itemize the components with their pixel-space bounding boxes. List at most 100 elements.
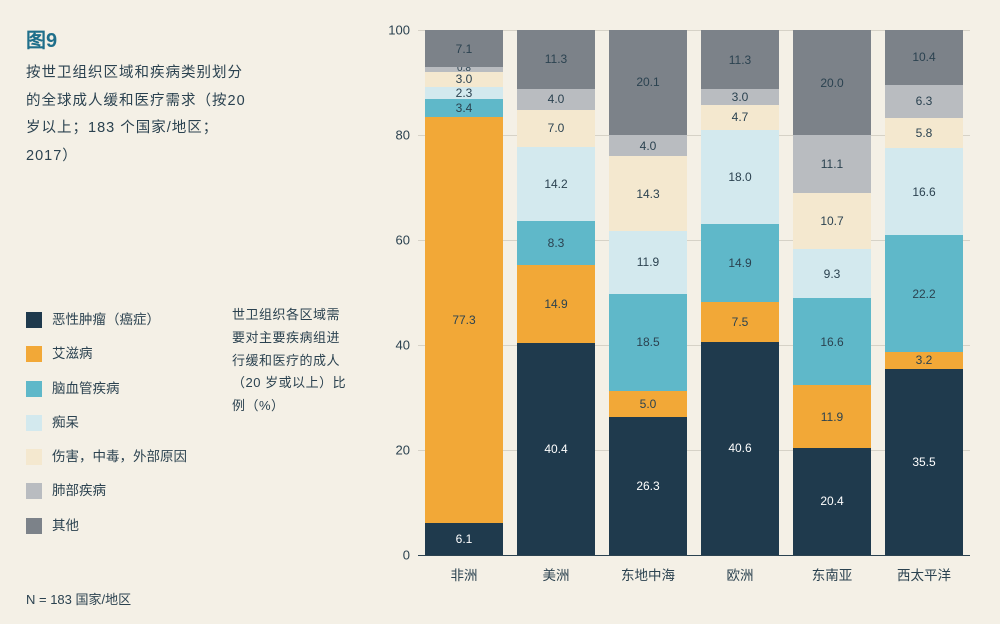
bar-segment: 8.3 [517,221,595,265]
bar-segment: 14.3 [609,156,687,231]
segment-value-label: 14.9 [728,256,751,270]
bar-segment: 7.5 [701,302,779,341]
y-axis-description: 世卫组织各区域需要对主要疾病组进行缓和医疗的成人（20 岁或以上）比例（%） [232,304,352,418]
segment-value-label: 3.2 [916,353,933,367]
legend-label: 伤害，中毒，外部原因 [52,447,187,467]
legend-label: 其他 [52,516,79,536]
bar-segment: 11.3 [701,30,779,89]
segment-value-label: 14.9 [544,297,567,311]
segment-value-label: 6.3 [916,94,933,108]
x-tick-label: 东地中海 [609,564,687,584]
x-axis-labels: 非洲美洲东地中海欧洲东南亚西太平洋 [418,564,970,584]
bar-segment: 40.4 [517,343,595,555]
segment-value-label: 11.3 [545,52,567,66]
segment-value-label: 7.0 [548,121,565,135]
legend-swatch [26,346,42,362]
bar-segment: 77.3 [425,117,503,523]
x-tick-label: 欧洲 [701,564,779,584]
bar-column: 40.67.514.918.04.73.011.3 [701,30,779,555]
bar-segment: 10.7 [793,193,871,249]
segment-value-label: 20.0 [820,76,843,90]
bar-segment: 20.4 [793,448,871,555]
legend-label: 肺部疾病 [52,481,106,501]
bar-segment: 0.8 [425,67,503,71]
bar-segment: 3.2 [885,352,963,369]
figure-label: 图9 [26,24,57,53]
y-tick-label: 80 [380,128,410,143]
segment-value-label: 22.2 [912,287,935,301]
bar-segment: 4.7 [701,105,779,130]
legend-swatch [26,518,42,534]
bar-segment: 20.0 [793,30,871,135]
bar-segment: 9.3 [793,249,871,298]
bar-segment: 2.3 [425,87,503,99]
y-tick-label: 60 [380,233,410,248]
segment-value-label: 11.9 [637,255,659,269]
bar-segment: 26.3 [609,417,687,555]
legend-item: 痴呆 [26,413,187,433]
legend-swatch [26,381,42,397]
figure-description: 按世卫组织区域和疾病类别划分的全球成人缓和医疗需求（按20岁以上；183 个国家… [26,60,246,170]
bar-segment: 6.3 [885,85,963,118]
bar-segment: 11.9 [793,385,871,447]
bar-segment: 7.0 [517,110,595,147]
bar-segment: 18.5 [609,294,687,391]
bar-segment: 22.2 [885,235,963,352]
segment-value-label: 40.4 [544,442,567,456]
x-tick-label: 西太平洋 [885,564,963,584]
segment-value-label: 9.3 [824,267,841,281]
bar-segment: 11.3 [517,30,595,89]
legend-swatch [26,415,42,431]
bar-segment: 14.9 [701,224,779,302]
y-tick-label: 40 [380,338,410,353]
bar-segment: 16.6 [793,298,871,385]
segment-value-label: 40.6 [728,441,751,455]
segment-value-label: 16.6 [912,185,935,199]
segment-value-label: 20.4 [820,494,843,508]
segment-value-label: 11.1 [821,157,843,171]
segment-value-label: 77.3 [452,313,475,327]
segment-value-label: 11.9 [821,410,843,424]
plot-area: 0204060801006.177.33.42.33.00.87.140.414… [418,30,970,555]
bar-segment: 5.8 [885,118,963,148]
segment-value-label: 8.3 [548,236,565,250]
legend-swatch [26,449,42,465]
legend-item: 肺部疾病 [26,481,187,501]
bar-segment: 35.5 [885,369,963,555]
stacked-bar-chart: 0204060801006.177.33.42.33.00.87.140.414… [380,30,970,555]
legend-item: 恶性肿瘤（癌症） [26,310,187,330]
x-axis-line [418,555,970,556]
segment-value-label: 5.0 [640,397,657,411]
bar-column: 20.4 11.9 16.6 9.3 10.7 11.1 20.0 [793,30,871,555]
y-tick-label: 0 [380,548,410,563]
bar-segment: 14.2 [517,147,595,222]
legend-label: 脑血管疾病 [52,379,120,399]
segment-value-label: 7.5 [732,315,749,329]
segment-value-label: 3.0 [732,90,749,104]
segment-value-label: 5.8 [916,126,933,140]
bar-segment: 6.1 [425,523,503,555]
segment-value-label: 4.7 [732,110,749,124]
legend-swatch [26,312,42,328]
legend-item: 脑血管疾病 [26,379,187,399]
bar-segment: 3.0 [701,89,779,105]
bar-column: 26.35.018.511.914.34.020.1 [609,30,687,555]
segment-value-label: 4.0 [548,92,565,106]
legend-swatch [26,483,42,499]
segment-value-label: 7.1 [456,42,473,56]
bar-segment: 10.4 [885,30,963,85]
footnote: N = 183 国家/地区 [26,589,131,608]
legend-item: 其他 [26,516,187,536]
y-tick-label: 100 [380,23,410,38]
legend-label: 艾滋病 [52,344,93,364]
segment-value-label: 20.1 [636,75,659,89]
legend-item: 艾滋病 [26,344,187,364]
bar-column: 35.5 3.2 22.2 16.6 5.8 6.3 10.4 [885,30,963,555]
bar-segment: 40.6 [701,342,779,555]
y-tick-label: 20 [380,443,410,458]
segment-value-label: 2.3 [456,86,473,100]
bar-column: 6.177.33.42.33.00.87.1 [425,30,503,555]
segment-value-label: 18.5 [636,335,659,349]
x-tick-label: 非洲 [425,564,503,584]
segment-value-label: 10.4 [912,50,935,64]
